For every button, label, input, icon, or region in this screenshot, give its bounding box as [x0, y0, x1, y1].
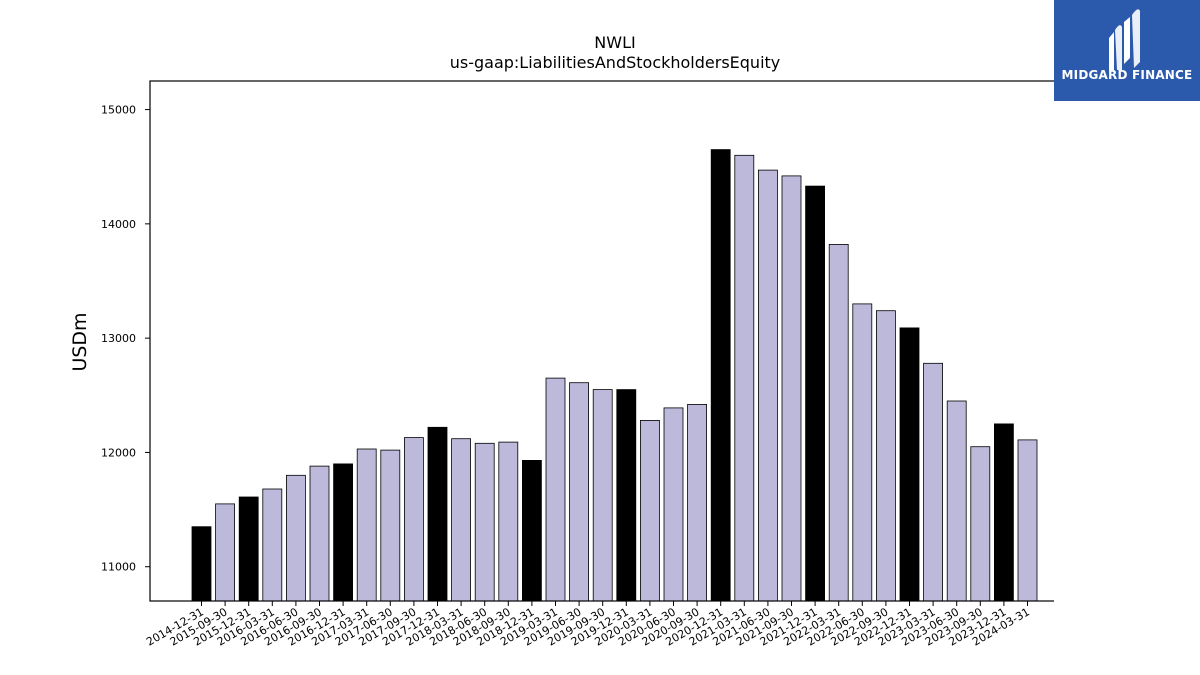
bar-2023-12-31 [994, 423, 1014, 602]
bar-2017-06-30 [380, 449, 401, 602]
brand-logo: MIDGARD FINANCE [1054, 0, 1200, 101]
bar-2023-09-30 [970, 446, 991, 602]
bar-2018-09-30 [498, 441, 519, 602]
bar-2018-03-31 [451, 438, 472, 602]
bar-2014-12-31 [191, 526, 212, 602]
bar-2020-06-30 [663, 407, 684, 602]
bar-2020-09-30 [687, 403, 707, 602]
y-tick-label: 11000 [101, 561, 136, 574]
bar-2021-06-30 [758, 169, 778, 602]
y-tick-label: 13000 [101, 332, 136, 345]
y-axis: 11000 12000 13000 14000 15000 [101, 104, 150, 574]
y-tick-label: 15000 [101, 104, 136, 117]
plot-frame [149, 80, 1054, 602]
bar-2016-06-30 [285, 474, 306, 602]
chart-subtitle: us-gaap:LiabilitiesAndStockholdersEquity [450, 53, 781, 72]
midgard-logo-icon [1109, 9, 1140, 70]
bar-2019-03-31 [545, 377, 566, 602]
bar-2018-06-30 [474, 442, 495, 602]
chart-title: NWLI [594, 33, 635, 52]
bar-2016-09-30 [309, 465, 330, 602]
bar-2018-12-31 [522, 459, 542, 602]
bar-2022-09-30 [876, 310, 896, 602]
bar-2023-06-30 [946, 400, 967, 602]
y-tick-label: 12000 [101, 446, 136, 459]
y-tick-label: 14000 [101, 218, 136, 231]
bar-2019-09-30 [592, 389, 613, 602]
bar-2017-03-31 [356, 448, 377, 602]
bar-2016-03-31 [262, 488, 283, 602]
bar-2022-06-30 [852, 303, 873, 602]
bar-2020-03-31 [640, 419, 660, 602]
bar-2015-12-31 [238, 496, 259, 602]
bar-2020-12-31 [710, 149, 731, 602]
bar-2022-03-31 [828, 243, 849, 602]
bar-2019-06-30 [569, 382, 589, 602]
bar-2017-12-31 [427, 426, 448, 602]
bar-2021-12-31 [805, 185, 825, 602]
x-axis: 2014-12-312015-09-302015-12-312016-03-31… [144, 601, 1032, 649]
bar-2022-12-31 [899, 327, 920, 602]
bar-2024-03-31 [1017, 439, 1038, 602]
bar-2023-03-31 [923, 362, 943, 602]
bar-2017-09-30 [403, 437, 424, 602]
bar-chart: NWLI us-gaap:LiabilitiesAndStockholdersE… [69, 33, 1054, 649]
bar-2015-09-30 [215, 503, 236, 602]
bar-2021-03-31 [734, 154, 755, 602]
bar-2016-12-31 [333, 463, 354, 602]
y-axis-label: USDm [69, 312, 91, 371]
bar-2019-12-31 [616, 389, 637, 602]
bar-2021-09-30 [781, 175, 802, 602]
logo-text: MIDGARD FINANCE [1061, 68, 1193, 82]
bars-group [191, 149, 1038, 602]
